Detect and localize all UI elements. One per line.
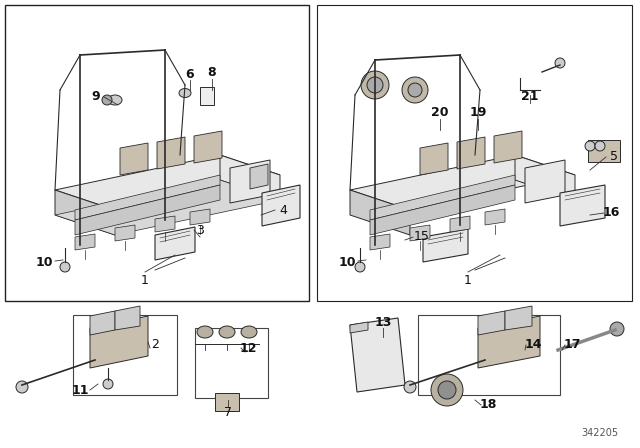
Text: 17: 17	[563, 339, 580, 352]
Text: 10: 10	[339, 255, 356, 268]
Bar	[5, 5, 309, 301]
Circle shape	[402, 77, 428, 103]
Polygon shape	[115, 225, 135, 241]
Text: 18: 18	[479, 399, 497, 412]
Polygon shape	[485, 209, 505, 225]
Circle shape	[355, 262, 365, 272]
Polygon shape	[55, 155, 280, 210]
Text: 9: 9	[92, 90, 100, 103]
Polygon shape	[55, 190, 115, 235]
Circle shape	[408, 83, 422, 97]
Polygon shape	[560, 185, 605, 226]
Polygon shape	[370, 185, 515, 235]
Ellipse shape	[179, 89, 191, 98]
Polygon shape	[370, 175, 515, 220]
Circle shape	[16, 381, 28, 393]
Polygon shape	[450, 216, 470, 232]
Polygon shape	[494, 131, 522, 163]
Polygon shape	[75, 175, 220, 220]
Text: 4: 4	[279, 203, 287, 216]
Polygon shape	[478, 316, 540, 368]
Polygon shape	[350, 155, 575, 210]
Circle shape	[585, 141, 595, 151]
Polygon shape	[250, 164, 268, 189]
Circle shape	[367, 77, 383, 93]
Polygon shape	[155, 216, 175, 232]
Polygon shape	[157, 137, 185, 169]
Text: 11: 11	[71, 383, 89, 396]
Bar	[200, 87, 214, 105]
Text: 19: 19	[469, 105, 486, 119]
Text: 14: 14	[524, 339, 541, 352]
Text: 12: 12	[239, 341, 257, 354]
Polygon shape	[190, 209, 210, 225]
Polygon shape	[230, 160, 270, 203]
Polygon shape	[350, 190, 410, 235]
Circle shape	[103, 379, 113, 389]
Text: 13: 13	[374, 315, 392, 328]
Polygon shape	[90, 311, 115, 335]
Bar	[195, 328, 268, 398]
Polygon shape	[75, 185, 220, 235]
Polygon shape	[115, 306, 140, 330]
Polygon shape	[194, 131, 222, 163]
Text: 8: 8	[208, 65, 216, 78]
Text: 20: 20	[431, 105, 449, 119]
Text: 2: 2	[151, 339, 159, 352]
Polygon shape	[410, 225, 430, 241]
Bar	[418, 315, 560, 395]
Polygon shape	[220, 155, 280, 200]
Polygon shape	[262, 185, 300, 226]
Text: 3: 3	[196, 224, 204, 237]
Text: 342205: 342205	[581, 428, 618, 438]
Ellipse shape	[108, 95, 122, 105]
Text: 10: 10	[35, 255, 52, 268]
Polygon shape	[525, 160, 565, 203]
Polygon shape	[75, 234, 95, 250]
Circle shape	[361, 71, 389, 99]
Text: 15: 15	[414, 231, 430, 244]
Polygon shape	[420, 143, 448, 175]
Polygon shape	[457, 137, 485, 169]
Circle shape	[102, 95, 112, 105]
Polygon shape	[505, 306, 532, 330]
Polygon shape	[55, 180, 280, 235]
Circle shape	[404, 381, 416, 393]
Ellipse shape	[241, 326, 257, 338]
Circle shape	[438, 381, 456, 399]
Polygon shape	[90, 316, 148, 368]
Text: 1: 1	[464, 273, 472, 287]
Bar	[588, 140, 620, 162]
Polygon shape	[155, 227, 195, 260]
Text: 5: 5	[610, 150, 618, 163]
Bar	[317, 5, 632, 301]
Polygon shape	[120, 143, 148, 175]
Circle shape	[610, 322, 624, 336]
Ellipse shape	[197, 326, 213, 338]
Text: 16: 16	[602, 206, 620, 219]
Polygon shape	[478, 311, 505, 335]
Circle shape	[555, 58, 565, 68]
Circle shape	[60, 262, 70, 272]
Polygon shape	[350, 322, 368, 333]
Circle shape	[431, 374, 463, 406]
Text: 6: 6	[186, 69, 195, 82]
Bar	[73, 315, 177, 395]
Text: 21: 21	[521, 90, 539, 103]
Polygon shape	[350, 318, 405, 392]
Polygon shape	[515, 155, 575, 200]
Bar	[215, 393, 239, 411]
Circle shape	[595, 141, 605, 151]
Polygon shape	[370, 234, 390, 250]
Ellipse shape	[219, 326, 235, 338]
Polygon shape	[423, 229, 468, 262]
Text: 7: 7	[224, 406, 232, 419]
Text: 1: 1	[141, 273, 149, 287]
